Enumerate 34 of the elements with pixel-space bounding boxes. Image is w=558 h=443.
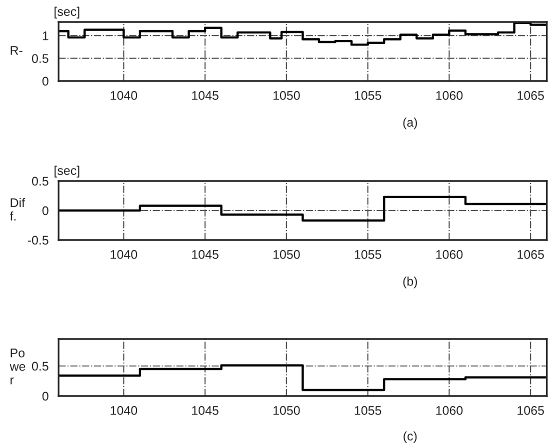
x-tick-label: 1045 <box>192 406 218 415</box>
x-tick-label: 1050 <box>273 91 300 100</box>
text: [sec] <box>54 6 80 18</box>
x-tick-label: 1040 <box>110 406 138 415</box>
text: (b) <box>403 276 417 288</box>
x-tick-label: 1055 <box>354 250 382 259</box>
y-axis-title: R- <box>10 46 22 55</box>
y-tick-label: 0 <box>42 392 48 401</box>
x-tick-label: 1055 <box>354 406 382 415</box>
y-tick-label: 0.5 <box>32 362 48 371</box>
x-tick-label: 1045 <box>192 91 218 100</box>
x-tick-label: 1065 <box>518 406 544 415</box>
x-tick-label: 1060 <box>436 406 463 415</box>
text: (c) <box>404 431 417 443</box>
y-axis-title: Dif f. <box>10 198 26 220</box>
x-tick-label: 1040 <box>110 91 138 100</box>
x-tick-label: 1065 <box>518 250 544 259</box>
y-tick-label: 0 <box>42 206 48 216</box>
x-tick-label: 1045 <box>192 250 218 259</box>
x-tick-label: 1060 <box>436 91 463 100</box>
y-axis-title: Po we r <box>10 348 26 384</box>
y-tick-label: 0.5 <box>32 176 48 186</box>
y-tick-label: 0.5 <box>32 54 48 63</box>
x-tick-label: 1040 <box>110 250 138 259</box>
x-tick-label: 1060 <box>436 250 463 259</box>
x-tick-label: 1050 <box>273 250 300 259</box>
y-tick-label: 0 <box>42 76 48 86</box>
y-tick-label: 1 <box>42 32 48 40</box>
x-tick-label: 1055 <box>354 91 382 100</box>
y-tick-label: -0.5 <box>28 236 48 245</box>
x-tick-label: 1050 <box>273 406 300 415</box>
text: [sec] <box>54 166 80 178</box>
x-tick-label: 1065 <box>518 91 544 100</box>
text: (a) <box>403 118 417 130</box>
